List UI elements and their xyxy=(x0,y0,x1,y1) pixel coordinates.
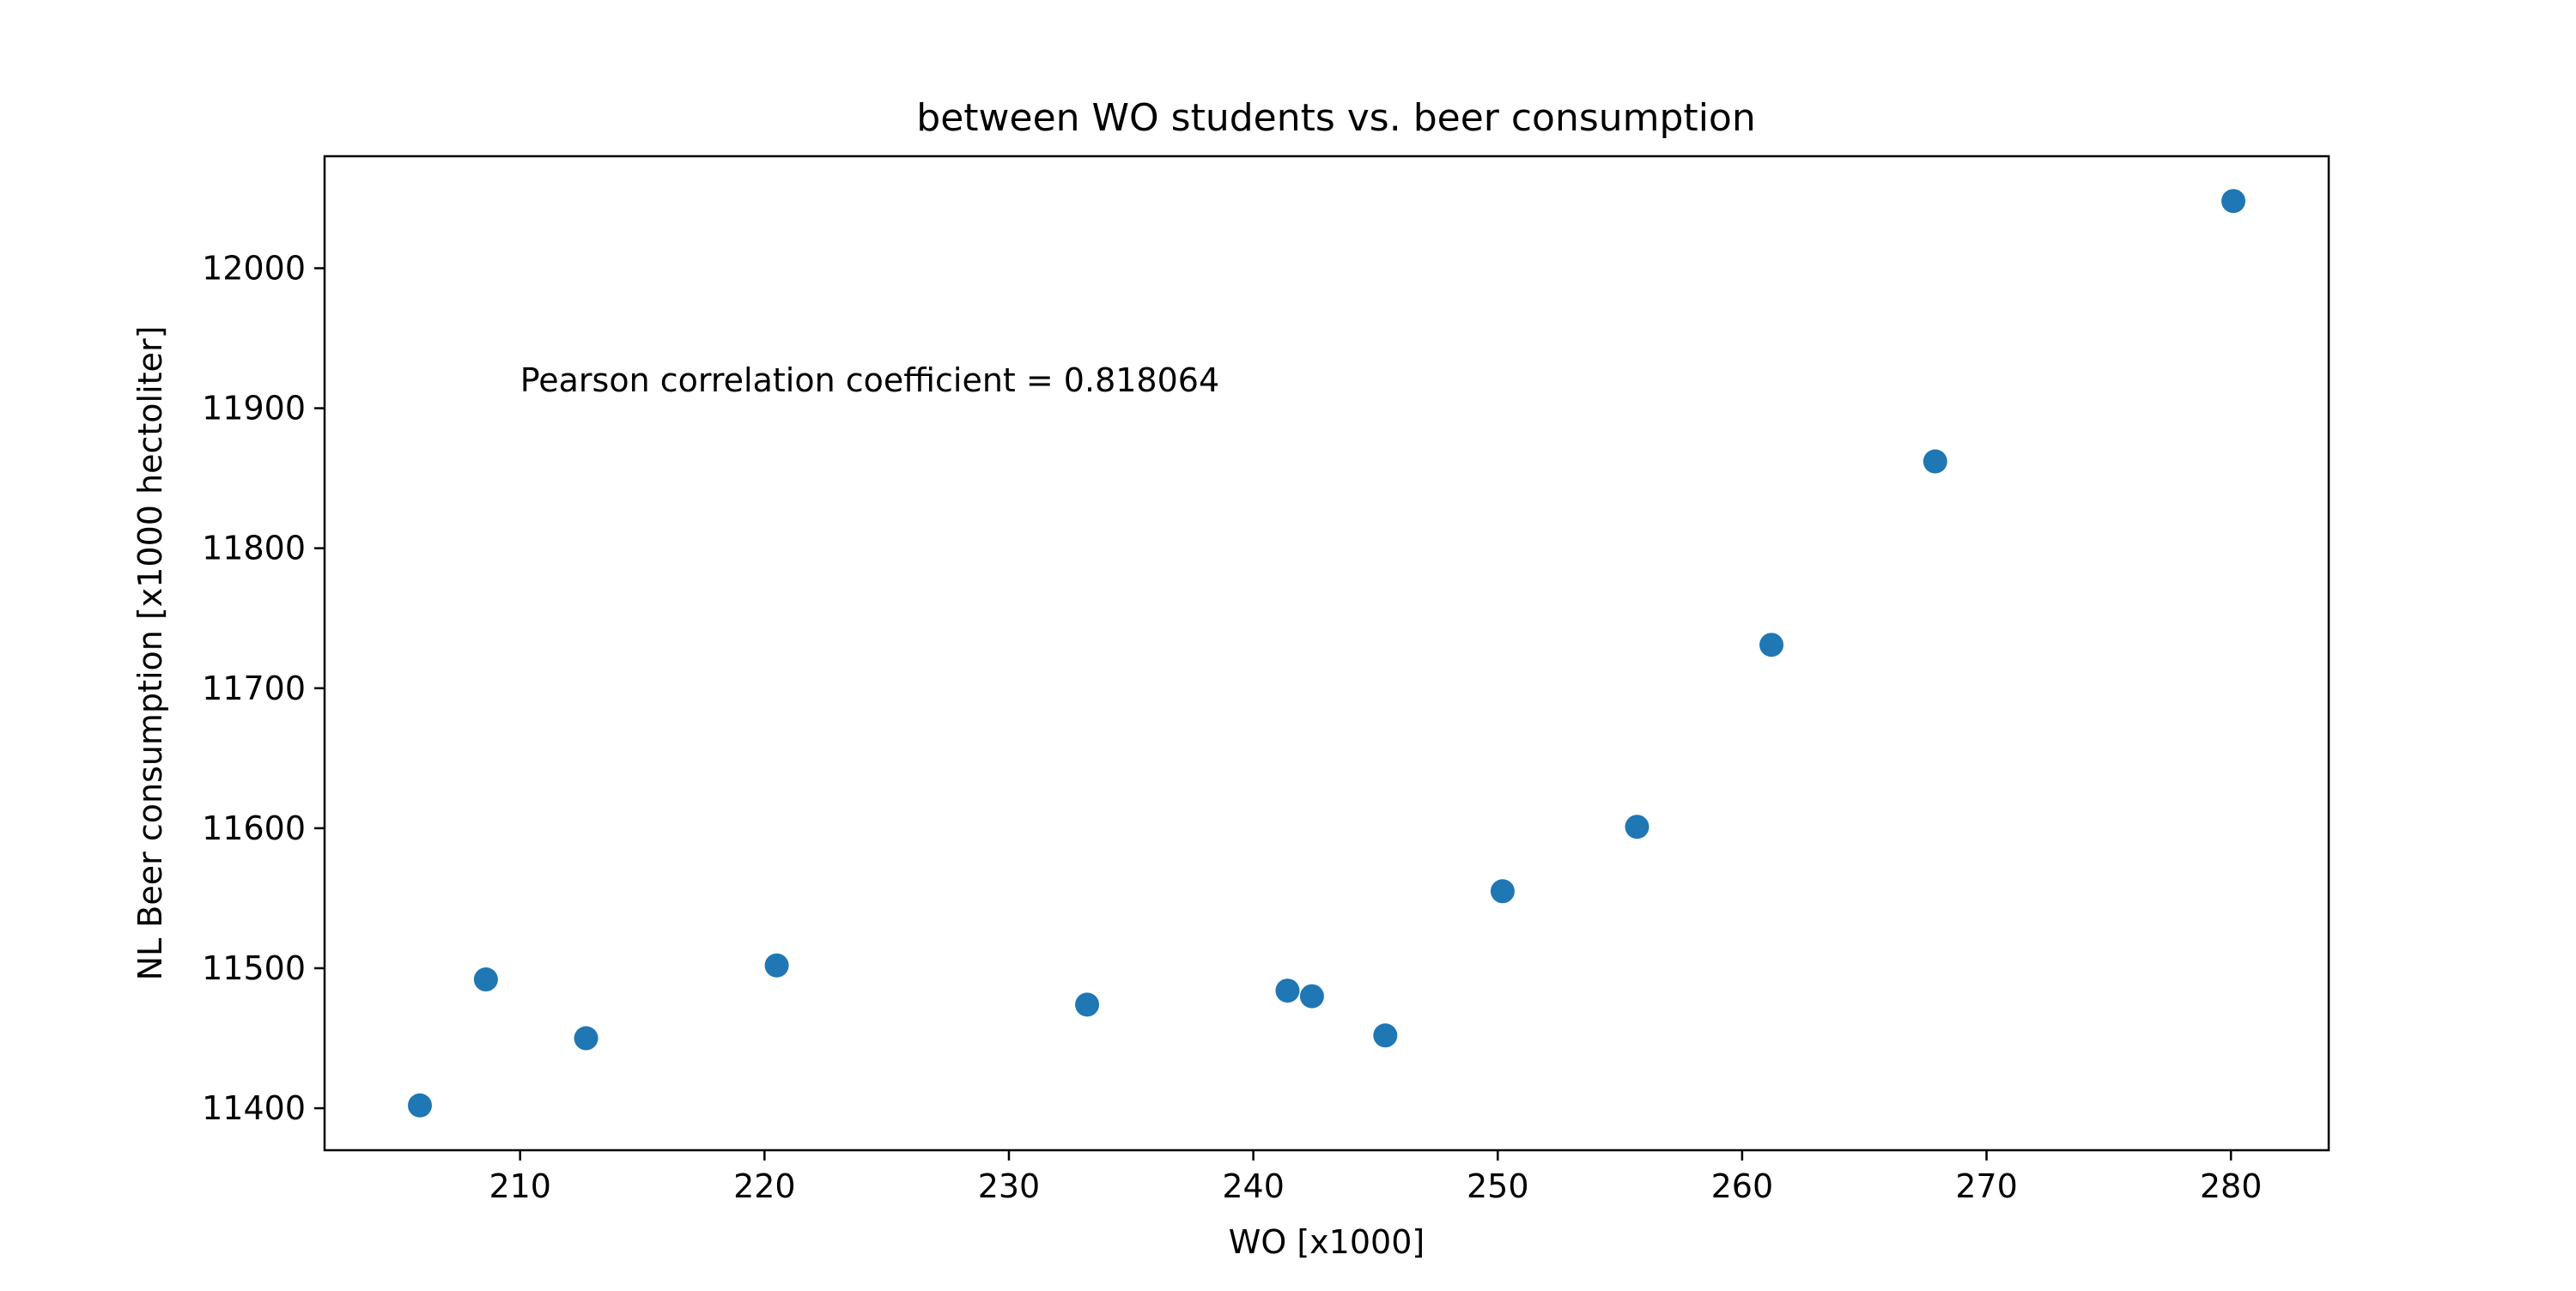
y-axis-label: NL Beer consumption [x1000 hectoliter] xyxy=(131,326,169,981)
x-tick-label: 280 xyxy=(2200,1167,2263,1205)
y-tick-label: 11900 xyxy=(202,390,306,427)
x-tick-label: 210 xyxy=(489,1167,551,1205)
data-point xyxy=(1759,633,1784,658)
data-point xyxy=(408,1093,433,1118)
y-tick-label: 11600 xyxy=(202,809,306,847)
x-tick-label: 220 xyxy=(733,1167,796,1205)
data-point xyxy=(1490,879,1515,904)
data-point xyxy=(2221,189,2245,214)
data-point xyxy=(473,967,498,992)
y-tick-label: 11800 xyxy=(202,530,306,567)
data-point xyxy=(1299,984,1324,1009)
chart-title: between WO students vs. beer consumption xyxy=(916,96,1755,140)
axis-ticks: 210 220 230 240 250 260 270 280 11400 11500 11600 1… xyxy=(202,249,2262,1205)
x-tick-label: 260 xyxy=(1711,1167,1774,1205)
data-point xyxy=(1075,992,1100,1017)
y-tick-label: 11700 xyxy=(202,670,306,707)
x-tick-label: 240 xyxy=(1222,1167,1285,1205)
x-tick-label: 250 xyxy=(1467,1167,1529,1205)
data-points xyxy=(408,189,2245,1118)
x-tick-label: 270 xyxy=(1955,1167,2018,1205)
data-point xyxy=(1275,979,1300,1003)
data-point xyxy=(1923,449,1947,474)
data-point xyxy=(1625,815,1649,839)
data-point xyxy=(574,1026,598,1051)
y-tick-label: 11500 xyxy=(202,949,306,987)
y-tick-label: 12000 xyxy=(202,249,306,287)
data-point xyxy=(764,953,789,978)
data-point xyxy=(1373,1023,1398,1048)
x-axis-label: WO [x1000] xyxy=(1229,1223,1425,1261)
correlation-annotation: Pearson correlation coefficient = 0.8180… xyxy=(520,361,1219,399)
y-tick-label: 11400 xyxy=(202,1089,306,1127)
plot-area-frame xyxy=(323,155,2330,1152)
x-tick-label: 230 xyxy=(978,1167,1041,1205)
